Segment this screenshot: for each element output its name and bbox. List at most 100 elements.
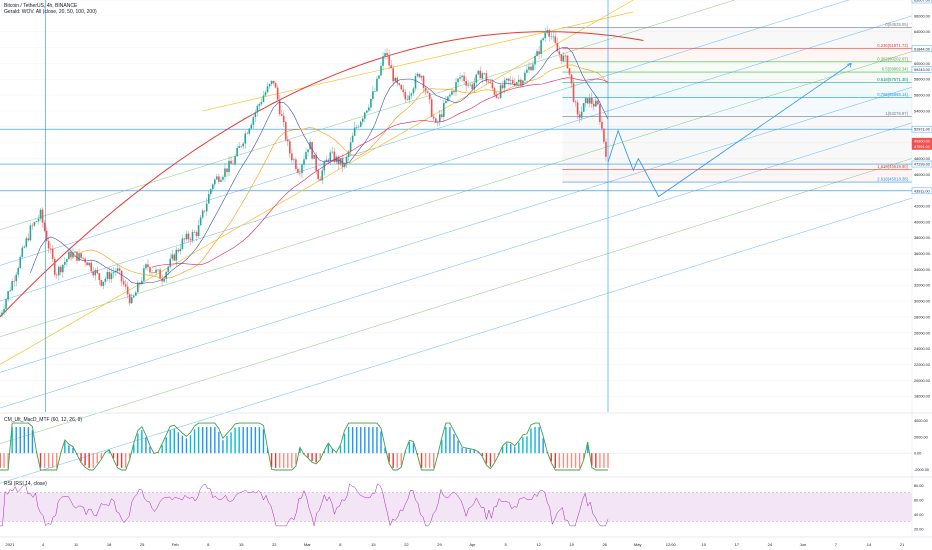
candle-body: [374, 91, 376, 92]
candle-up: [1, 310, 3, 319]
time-tick: 29: [437, 542, 442, 547]
candle-body: [110, 273, 113, 280]
candle-down: [497, 96, 500, 100]
candle-body: [390, 65, 392, 69]
candle-body: [147, 264, 149, 268]
candle-body: [161, 278, 163, 282]
candle-down: [51, 245, 54, 262]
candle-body: [74, 251, 76, 253]
macd-hist-bar: [161, 445, 163, 454]
candle-down: [418, 73, 421, 79]
candle-down: [501, 81, 504, 90]
candle-up: [165, 270, 167, 284]
candle-up: [475, 74, 478, 88]
candle-body: [505, 78, 508, 81]
candle-down: [92, 267, 95, 278]
candle-body: [321, 170, 324, 181]
candle-down: [195, 230, 198, 242]
candle-body: [333, 151, 336, 163]
candle-body: [438, 114, 441, 122]
channel-lines: [0, 0, 913, 484]
rsi-line: [0, 483, 609, 527]
candle-up: [345, 153, 348, 169]
candle-body: [501, 85, 504, 89]
candle-down: [289, 139, 291, 158]
candle-body: [27, 238, 30, 241]
fib-retracement: 0(54535.05) 0.236(61871.73) 0.382(60202.07…: [562, 22, 912, 183]
candle-body: [189, 239, 192, 241]
candle-body: [11, 281, 13, 291]
candle-body: [449, 94, 451, 97]
candle-down: [333, 147, 336, 164]
candle-body: [554, 36, 557, 44]
candle-body: [214, 179, 216, 185]
candle-body: [1, 312, 3, 316]
rsi-band: [0, 492, 912, 522]
candle-down: [422, 74, 425, 94]
candle-body: [106, 272, 109, 279]
candle-body: [19, 256, 22, 269]
candle-up: [78, 248, 80, 262]
candle-body: [552, 36, 555, 38]
candle-body: [368, 107, 370, 111]
candle-down: [568, 68, 571, 77]
candle-body: [562, 55, 565, 61]
candle-body: [90, 262, 92, 272]
candle-body: [394, 77, 396, 82]
candle-down: [291, 149, 293, 164]
macd-hist-bar: [201, 427, 204, 454]
candle-body: [430, 99, 433, 117]
candle-down: [400, 84, 403, 91]
candle-down: [586, 98, 589, 105]
candle-body: [169, 258, 172, 267]
macd-hist-bar: [534, 427, 536, 454]
candle-body: [130, 297, 133, 304]
candle-body: [477, 70, 480, 75]
macd-hist-bar: [489, 453, 492, 467]
candle-up: [64, 257, 66, 269]
candle-down: [218, 173, 220, 185]
price-tick: 36000.00: [914, 252, 930, 256]
macd-hist-bar: [181, 435, 184, 454]
candle-up: [266, 82, 269, 94]
candle-up: [3, 303, 5, 316]
candle-down: [485, 69, 488, 85]
candle-up: [376, 75, 378, 93]
candle-down: [311, 141, 313, 161]
channel-line: [0, 51, 913, 337]
macd-hist-bar: [145, 437, 147, 454]
candle-up: [349, 137, 352, 156]
candle-up: [19, 255, 22, 270]
time-tick: 22: [272, 542, 277, 547]
time-tick: Apr: [469, 542, 476, 547]
indicator-label[interactable]: Gerald: WOV. All (close, 20, 50, 100, 20…: [4, 9, 97, 15]
candle-body: [382, 56, 384, 66]
macd-hist-bar: [473, 449, 475, 454]
candle-body: [540, 40, 542, 55]
macd-hist-bar: [501, 446, 504, 454]
candle-body: [286, 139, 289, 142]
candle-down: [392, 64, 394, 87]
fib-label: 2.618(45018.38): [877, 177, 908, 182]
candle-body: [122, 281, 125, 285]
candle-body: [236, 147, 238, 157]
rsi-legend[interactable]: RSI (RSI 14, close): [4, 481, 47, 487]
macd-hist-bar: [376, 427, 378, 454]
candle-up: [132, 294, 135, 299]
macd-hist-bar: [574, 453, 577, 468]
candle-body: [100, 279, 103, 286]
price-tick: 58000.00: [914, 78, 930, 82]
macd-legend[interactable]: CM_Ult_MacD_MTF (60, 12, 26, 9): [4, 417, 82, 423]
macd-hist-bar: [311, 453, 313, 462]
time-tick: 8: [207, 542, 210, 547]
candle-body: [447, 96, 449, 102]
candle-up: [157, 269, 159, 273]
macd-hist-bar: [116, 453, 119, 466]
macd-hist-bar: [246, 427, 248, 454]
symbol-title[interactable]: Bitcoin / TetherUS, 4h, BINANCE: [4, 3, 78, 9]
candle-up: [459, 72, 461, 82]
candle-up: [550, 31, 553, 40]
macd-hist-bar: [242, 427, 244, 454]
fib-band: [562, 116, 912, 170]
